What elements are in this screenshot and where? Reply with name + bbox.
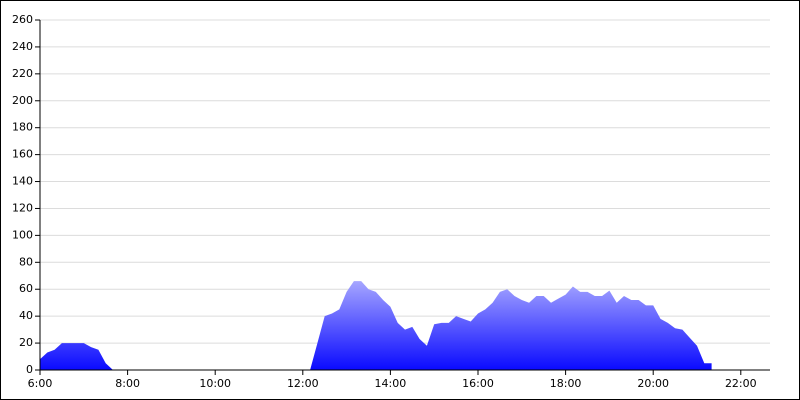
x-tick-label: 16:00 <box>462 377 494 390</box>
x-tick-label: 18:00 <box>550 377 582 390</box>
y-tick-label: 40 <box>19 309 33 322</box>
x-tick-label: 12:00 <box>287 377 319 390</box>
x-tick-label: 10:00 <box>199 377 231 390</box>
y-tick-label: 260 <box>12 13 33 26</box>
y-tick-label: 180 <box>12 121 33 134</box>
y-tick-label: 140 <box>12 175 33 188</box>
y-tick-label: 60 <box>19 282 33 295</box>
area <box>40 281 712 370</box>
x-tick-label: 6:00 <box>28 377 53 390</box>
y-tick-label: 240 <box>12 40 33 53</box>
y-tick-label: 80 <box>19 255 33 268</box>
y-tick-label: 0 <box>26 363 33 376</box>
y-tick-label: 20 <box>19 336 33 349</box>
y-tick-label: 120 <box>12 201 33 214</box>
x-tick-label: 22:00 <box>725 377 757 390</box>
y-tick-label: 100 <box>12 228 33 241</box>
y-tick-label: 200 <box>12 94 33 107</box>
x-tick-label: 14:00 <box>375 377 407 390</box>
x-tick-label: 20:00 <box>637 377 669 390</box>
x-tick-label: 8:00 <box>115 377 140 390</box>
y-tick-label: 220 <box>12 67 33 80</box>
y-tick-label: 160 <box>12 148 33 161</box>
